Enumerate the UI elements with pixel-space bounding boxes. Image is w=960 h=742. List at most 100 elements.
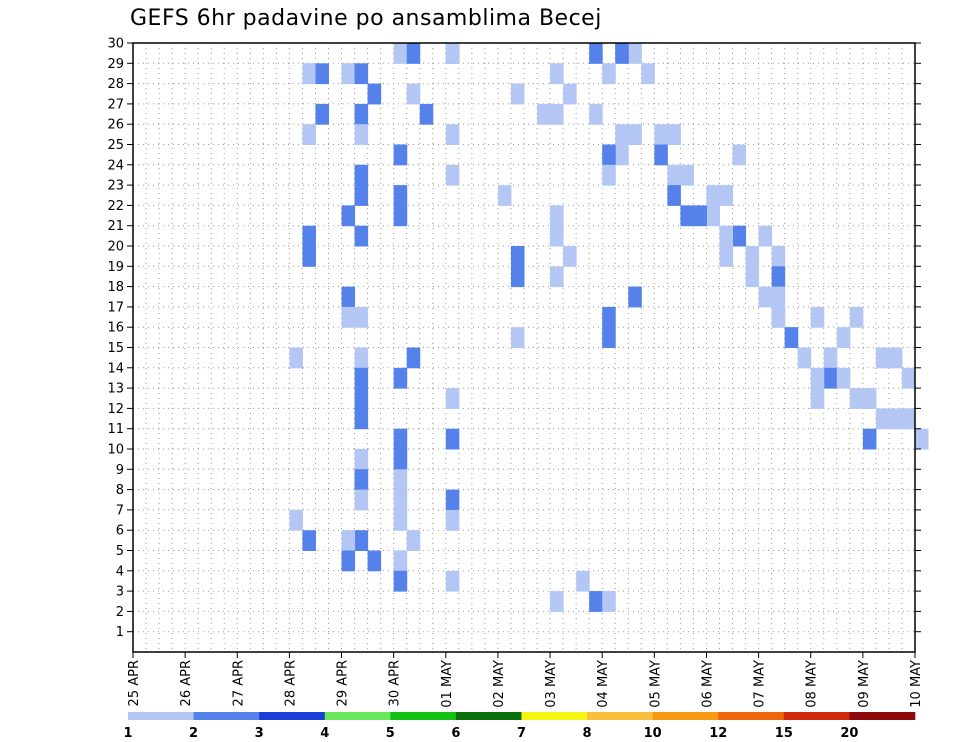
precip-cell	[628, 124, 642, 145]
precip-cell	[393, 144, 408, 166]
x-tick-label: 04 MAY	[596, 660, 611, 708]
x-tick-label: 08 MAY	[805, 660, 820, 708]
precip-cell	[589, 43, 603, 64]
precip-cell	[315, 63, 329, 85]
precip-cell	[393, 449, 408, 470]
precip-cell	[602, 591, 616, 612]
precip-cell	[510, 83, 525, 105]
precip-cell	[510, 266, 525, 288]
precip-cell	[758, 225, 773, 247]
colorbar-label: 4	[320, 726, 329, 741]
colorbar-label: 3	[255, 726, 264, 741]
precip-cell	[667, 185, 681, 206]
y-tick-label: 23	[107, 179, 124, 194]
y-tick-label: 13	[107, 382, 124, 397]
precip-cell	[680, 164, 694, 186]
precip-cell	[823, 347, 838, 369]
precip-cell	[771, 246, 786, 267]
precip-cell	[497, 185, 512, 206]
precip-cell	[302, 246, 316, 267]
precip-cell	[849, 306, 864, 328]
colorbar-label: 7	[517, 726, 526, 741]
precip-cell	[576, 570, 590, 592]
precip-cell	[354, 449, 369, 470]
precip-cell	[367, 550, 382, 572]
y-tick-label: 29	[107, 57, 124, 72]
x-tick-label: 28 APR	[283, 660, 298, 706]
precip-cell	[862, 428, 877, 450]
precip-cell	[302, 225, 316, 247]
precip-cell	[354, 347, 369, 369]
colorbar-segment	[587, 712, 653, 720]
colorbar-segment	[783, 712, 850, 720]
y-tick-label: 26	[107, 118, 124, 133]
precip-cell	[341, 63, 356, 85]
precip-cell	[615, 144, 629, 166]
colorbar-label: 5	[386, 726, 395, 741]
precip-cell	[784, 327, 799, 348]
precip-cell	[354, 63, 369, 85]
precip-cell	[667, 124, 681, 145]
chart-title: GEFS 6hr padavine po ansamblima Becej	[130, 6, 602, 31]
y-tick-label: 28	[107, 77, 124, 92]
precip-cell	[602, 306, 616, 328]
precip-cell	[393, 489, 408, 511]
colorbar-segment	[259, 712, 326, 720]
precip-cell	[393, 185, 408, 206]
precip-cell	[667, 164, 681, 186]
precip-cell	[602, 63, 616, 85]
precip-cell	[589, 591, 603, 612]
y-tick-label: 7	[116, 503, 124, 518]
colorbar-segment	[849, 712, 916, 720]
precip-cell	[393, 367, 408, 389]
precip-cell	[628, 43, 642, 64]
precip-cell	[354, 530, 369, 551]
precip-cell	[445, 489, 460, 511]
colorbar-label: 1	[123, 726, 132, 741]
precip-cell	[419, 103, 434, 125]
precip-cell	[680, 205, 694, 227]
precip-cell	[354, 489, 369, 511]
x-tick-label: 01 MAY	[440, 660, 455, 708]
precip-cell	[771, 306, 786, 328]
precip-cell	[758, 286, 773, 308]
precip-cell	[406, 530, 421, 551]
precip-cell	[602, 164, 616, 186]
precip-cell	[550, 266, 564, 288]
precip-cell	[615, 124, 629, 145]
x-tick-label: 02 MAY	[492, 660, 507, 708]
precip-cell	[289, 347, 303, 369]
precip-cell	[823, 367, 838, 389]
precip-cell	[341, 306, 356, 328]
colorbar-label: 8	[583, 726, 592, 741]
precip-cell	[550, 225, 564, 247]
y-tick-label: 12	[107, 402, 124, 417]
x-tick-label: 29 APR	[336, 660, 351, 706]
colorbar-segment	[390, 712, 457, 720]
precip-cell	[862, 388, 877, 409]
y-tick-label: 19	[107, 260, 124, 275]
precip-cell	[693, 205, 707, 227]
precip-cell	[745, 266, 760, 288]
precip-cell	[393, 205, 408, 227]
colorbar-label: 12	[709, 726, 727, 741]
y-tick-label: 17	[107, 300, 124, 315]
precip-cell	[602, 327, 616, 348]
x-tick-label: 06 MAY	[700, 660, 715, 708]
precip-cell	[849, 388, 864, 409]
y-tick-label: 30	[107, 37, 124, 52]
y-tick-label: 11	[107, 422, 124, 437]
precip-cell	[589, 103, 603, 125]
precip-cell	[445, 124, 460, 145]
y-tick-label: 2	[116, 605, 124, 620]
precip-cell	[315, 103, 329, 125]
precip-cell	[341, 205, 356, 227]
precip-cell	[888, 347, 903, 369]
precip-cell	[289, 509, 303, 531]
x-tick-label: 09 MAY	[857, 660, 872, 708]
y-tick-label: 15	[107, 341, 124, 356]
precip-cell	[393, 509, 408, 531]
precip-cell	[602, 144, 616, 166]
precip-cell	[875, 408, 890, 430]
precip-cell	[810, 388, 825, 409]
